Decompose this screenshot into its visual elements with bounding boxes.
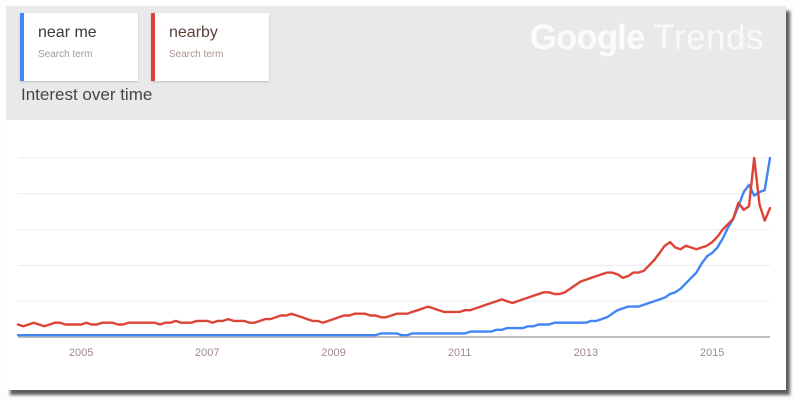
term-type-near-me: Search term <box>38 48 93 60</box>
x-tick-label-2009: 2009 <box>321 347 345 359</box>
near-me-line <box>16 156 772 337</box>
x-tick-label-2011: 2011 <box>448 347 472 359</box>
term-label-nearby: nearby <box>169 24 218 41</box>
trend-chart-svg[interactable]: 2005 2007 2009 2011 2013 2015 <box>6 120 786 390</box>
logo-google-wordmark: Google <box>529 18 646 57</box>
x-tick-label-2007: 2007 <box>195 347 219 359</box>
nearby-line <box>16 156 772 328</box>
legend-card-near-me[interactable]: near me Search term <box>20 13 138 81</box>
logo-trends-wordmark: Trends <box>653 18 764 57</box>
chart-card: 2005 2007 2009 2011 2013 2015 <box>6 120 786 390</box>
x-tick-label-2015: 2015 <box>700 347 724 359</box>
legend-card-nearby[interactable]: nearby Search term <box>151 13 269 81</box>
x-tick-label-2013: 2013 <box>574 347 598 359</box>
legend: near me Search term nearby Search term <box>20 13 269 81</box>
term-label-near-me: near me <box>38 24 97 41</box>
google-trends-logo: Google Trends <box>530 18 764 58</box>
trends-widget: near me Search term nearby Search term G… <box>6 6 786 390</box>
section-title: Interest over time <box>21 85 153 104</box>
x-tick-label-2005: 2005 <box>69 347 93 359</box>
term-type-nearby: Search term <box>169 48 224 60</box>
